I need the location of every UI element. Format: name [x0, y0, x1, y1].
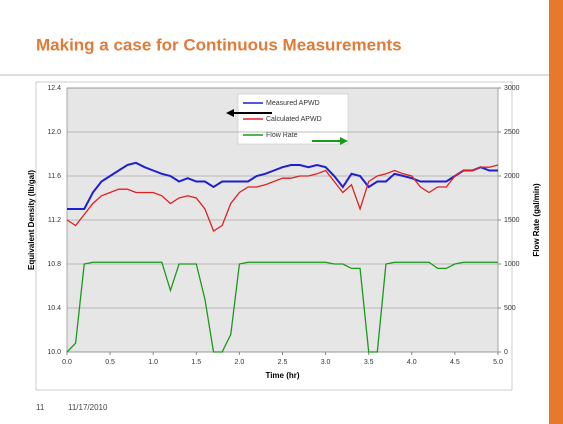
x-tick-label: 0.0: [62, 359, 72, 366]
series-line: [67, 161, 498, 210]
x-tick-label: 5.0: [493, 359, 503, 366]
side-bar: [549, 0, 563, 424]
y2-tick-label: 2000: [504, 173, 520, 180]
legend-label: Calculated APWD: [266, 116, 322, 123]
x-tick-label: 4.5: [450, 359, 460, 366]
legend-label: Measured APWD: [266, 100, 320, 107]
y-axis-label: Equivalent Density (lb/gal): [27, 170, 36, 270]
x-tick-label: 1.5: [191, 359, 201, 366]
x-tick-label: 3.0: [321, 359, 331, 366]
y-tick-label: 10.8: [47, 261, 61, 268]
x-tick-label: 3.5: [364, 359, 374, 366]
x-tick-label: 2.0: [235, 359, 245, 366]
y-tick-label: 12.0: [47, 129, 61, 136]
x-tick-label: 2.5: [278, 359, 288, 366]
y2-tick-label: 2500: [504, 129, 520, 136]
legend: Measured APWD Calculated APWD Flow Rate: [237, 93, 349, 145]
y-tick-label: 11.6: [48, 173, 61, 180]
y2-tick-label: 0: [504, 349, 508, 356]
legend-label: Flow Rate: [266, 132, 298, 139]
y2-tick-label: 1000: [504, 261, 520, 268]
date: 11/17/2010: [68, 403, 108, 412]
arrow-head: [226, 109, 234, 117]
x-tick-label: 0.5: [105, 359, 115, 366]
y2-tick-label: 3000: [504, 85, 520, 92]
y-tick-label: 10.0: [47, 349, 61, 356]
y-tick-label: 12.4: [47, 85, 61, 92]
y2-axis-label: Flow Rate (gal/min): [532, 183, 541, 257]
y2-tick-label: 1500: [504, 217, 520, 224]
series-line: [66, 261, 498, 353]
page-number: 11: [36, 403, 45, 412]
arrow-head: [340, 137, 348, 145]
y-tick-label: 10.4: [47, 305, 61, 312]
x-axis-label: Time (hr): [265, 371, 299, 380]
x-tick-label: 1.0: [148, 359, 158, 366]
y2-tick-label: 500: [504, 305, 516, 312]
series-line: [66, 164, 499, 232]
y-tick-label: 11.2: [48, 217, 61, 224]
x-tick-label: 4.0: [407, 359, 417, 366]
slide-title: Making a case for Continuous Measurement…: [36, 35, 402, 54]
